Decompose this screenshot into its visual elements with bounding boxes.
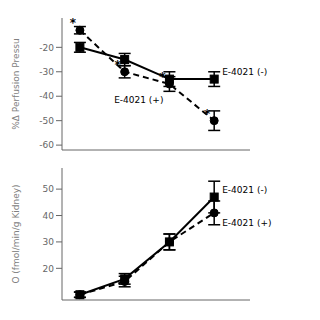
svg-text:20: 20: [43, 264, 55, 274]
svg-text:-60: -60: [39, 140, 54, 150]
svg-text:-40: -40: [39, 91, 54, 101]
svg-text:-20: -20: [39, 43, 54, 53]
svg-text:E-4021 (+): E-4021 (+): [114, 95, 163, 105]
svg-text:*: *: [204, 107, 211, 121]
svg-text:30: 30: [43, 237, 55, 247]
svg-text:%Δ Perfusion Pressu: %Δ Perfusion Pressu: [11, 38, 21, 129]
svg-text:O (fmol/min/g Kidney): O (fmol/min/g Kidney): [11, 184, 21, 283]
svg-text:*: *: [115, 58, 122, 72]
svg-text:*: *: [70, 16, 77, 30]
svg-text:*: *: [159, 70, 166, 84]
svg-text:E-4021 (-): E-4021 (-): [222, 67, 267, 77]
svg-text:E-4021 (-): E-4021 (-): [222, 185, 267, 195]
svg-text:-30: -30: [39, 67, 54, 77]
svg-text:E-4021 (+): E-4021 (+): [222, 218, 271, 228]
svg-text:-50: -50: [39, 116, 54, 126]
svg-text:50: 50: [43, 184, 55, 194]
svg-text:40: 40: [43, 211, 55, 221]
